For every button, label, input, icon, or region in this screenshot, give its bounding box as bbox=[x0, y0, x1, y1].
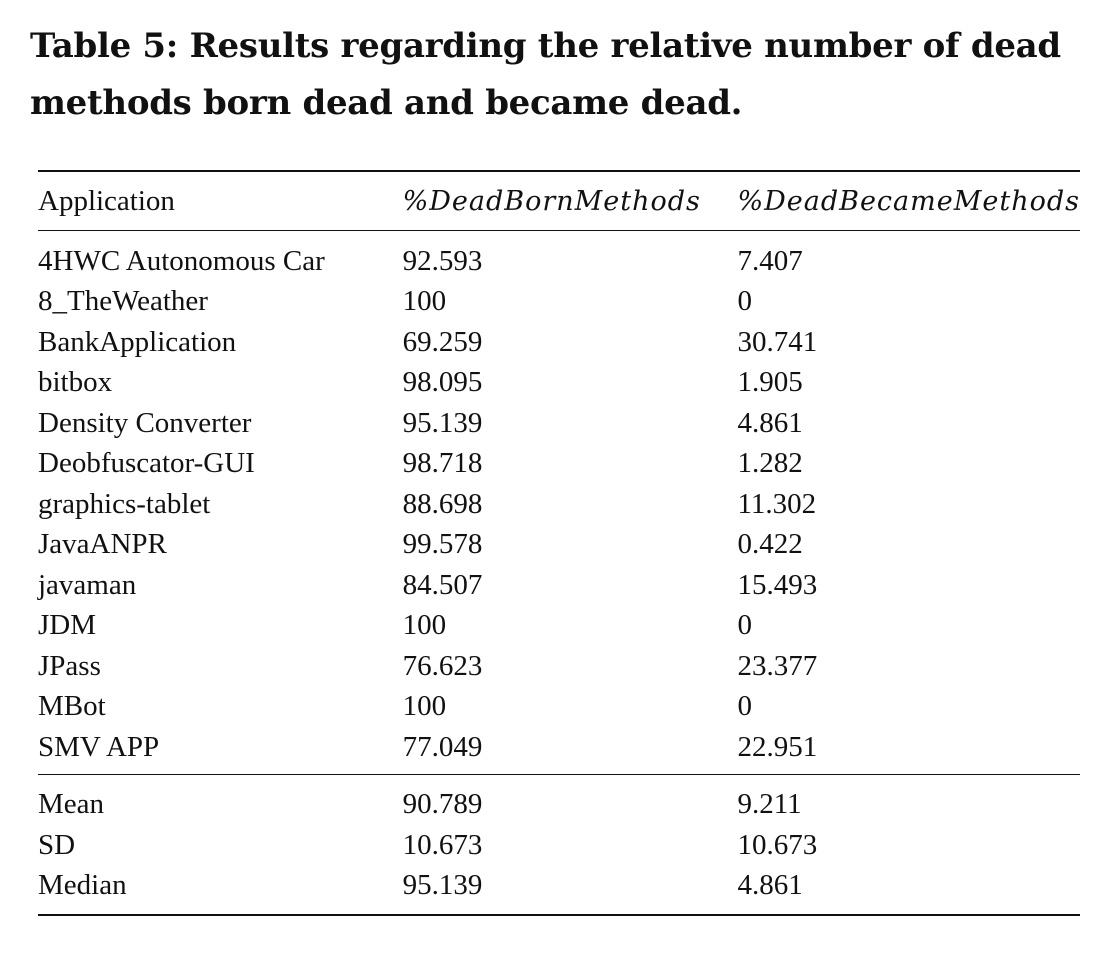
cell-application: Density Converter bbox=[38, 406, 252, 439]
cell-application: Deobfuscator-GUI bbox=[38, 447, 255, 480]
cell-dead-became: 9.211 bbox=[737, 788, 802, 821]
cell-dead-became: 4.861 bbox=[737, 869, 803, 902]
cell-dead-became: 15.493 bbox=[737, 568, 818, 601]
application-rows: 4HWC Autonomous Car 92.593 7.407 8_TheWeath… bbox=[38, 231, 1080, 775]
cell-dead-born: 95.139 bbox=[402, 869, 483, 902]
header-dead-born-methods: %DeadBornMethods bbox=[402, 185, 701, 217]
cell-dead-became: 0.422 bbox=[737, 528, 803, 561]
cell-application: BankApplication bbox=[38, 325, 237, 358]
cell-dead-born: 95.139 bbox=[402, 406, 483, 439]
cell-dead-became: 1.905 bbox=[737, 366, 803, 399]
table-row: JDM 100 0 bbox=[38, 606, 1080, 647]
table-row: graphics-tablet 88.698 11.302 bbox=[38, 484, 1080, 525]
table-row: Density Converter 95.139 4.861 bbox=[38, 403, 1080, 444]
cell-application: JDM bbox=[38, 609, 97, 642]
table-row: BankApplication 69.259 30.741 bbox=[38, 322, 1080, 363]
cell-dead-born: 76.623 bbox=[402, 649, 483, 682]
table-row: JPass 76.623 23.377 bbox=[38, 646, 1080, 687]
table-row: MBot 100 0 bbox=[38, 687, 1080, 728]
cell-application: Mean bbox=[38, 788, 105, 821]
results-table: Application %DeadBornMethods %DeadBecame… bbox=[38, 170, 1080, 916]
cell-dead-became: 22.951 bbox=[737, 730, 818, 763]
table-row: 4HWC Autonomous Car 92.593 7.407 bbox=[38, 231, 1080, 282]
header-dead-became-methods: %DeadBecameMethods bbox=[737, 185, 1080, 217]
table-row: 8_TheWeather 100 0 bbox=[38, 282, 1080, 323]
cell-dead-born: 100 bbox=[402, 609, 447, 642]
table-row: SMV APP 77.049 22.951 bbox=[38, 727, 1080, 774]
header-application: Application bbox=[38, 184, 175, 217]
cell-dead-became: 0 bbox=[737, 690, 752, 723]
table-row: JavaANPR 99.578 0.422 bbox=[38, 525, 1080, 566]
cell-dead-born: 88.698 bbox=[402, 487, 483, 520]
table-row: bitbox 98.095 1.905 bbox=[38, 363, 1080, 404]
cell-dead-born: 98.095 bbox=[402, 366, 483, 399]
cell-dead-born: 10.673 bbox=[402, 828, 483, 861]
cell-dead-born: 98.718 bbox=[402, 447, 483, 480]
header-row: Application %DeadBornMethods %DeadBecame… bbox=[38, 171, 1080, 231]
cell-dead-became: 11.302 bbox=[737, 487, 817, 520]
summary-row: Mean 90.789 9.211 bbox=[38, 774, 1080, 825]
cell-dead-became: 23.377 bbox=[737, 649, 818, 682]
cell-dead-born: 77.049 bbox=[402, 730, 483, 763]
cell-dead-became: 7.407 bbox=[737, 244, 803, 277]
cell-dead-became: 0 bbox=[737, 609, 752, 642]
results-table-container: Application %DeadBornMethods %DeadBecame… bbox=[38, 170, 1080, 916]
cell-dead-became: 1.282 bbox=[737, 447, 803, 480]
cell-application: javaman bbox=[38, 568, 137, 601]
summary-rows: Mean 90.789 9.211 SD 10.673 10.673 Median 95.13… bbox=[38, 774, 1080, 915]
summary-row: SD 10.673 10.673 bbox=[38, 825, 1080, 866]
cell-application: 4HWC Autonomous Car bbox=[38, 244, 325, 277]
cell-application: MBot bbox=[38, 690, 106, 723]
cell-dead-became: 4.861 bbox=[737, 406, 803, 439]
cell-dead-born: 100 bbox=[402, 285, 447, 318]
cell-dead-became: 0 bbox=[737, 285, 752, 318]
cell-dead-became: 10.673 bbox=[737, 828, 818, 861]
cell-dead-born: 69.259 bbox=[402, 325, 483, 358]
cell-application: SD bbox=[38, 828, 76, 861]
cell-dead-born: 84.507 bbox=[402, 568, 483, 601]
cell-dead-born: 92.593 bbox=[402, 244, 483, 277]
cell-dead-became: 30.741 bbox=[737, 325, 818, 358]
cell-application: bitbox bbox=[38, 366, 113, 399]
table-header: Application %DeadBornMethods %DeadBecame… bbox=[38, 171, 1080, 231]
cell-application: Median bbox=[38, 869, 127, 902]
summary-row: Median 95.139 4.861 bbox=[38, 866, 1080, 916]
cell-application: graphics-tablet bbox=[38, 487, 211, 520]
table-row: Deobfuscator-GUI 98.718 1.282 bbox=[38, 444, 1080, 485]
cell-application: SMV APP bbox=[38, 730, 160, 763]
cell-application: 8_TheWeather bbox=[38, 285, 208, 318]
cell-application: JPass bbox=[38, 649, 101, 682]
table-row: javaman 84.507 15.493 bbox=[38, 565, 1080, 606]
cell-dead-born: 90.789 bbox=[402, 788, 483, 821]
cell-dead-born: 99.578 bbox=[402, 528, 483, 561]
table-caption: Table 5: Results regarding the relative … bbox=[30, 26, 1061, 123]
cell-application: JavaANPR bbox=[38, 528, 167, 561]
cell-dead-born: 100 bbox=[402, 690, 447, 723]
